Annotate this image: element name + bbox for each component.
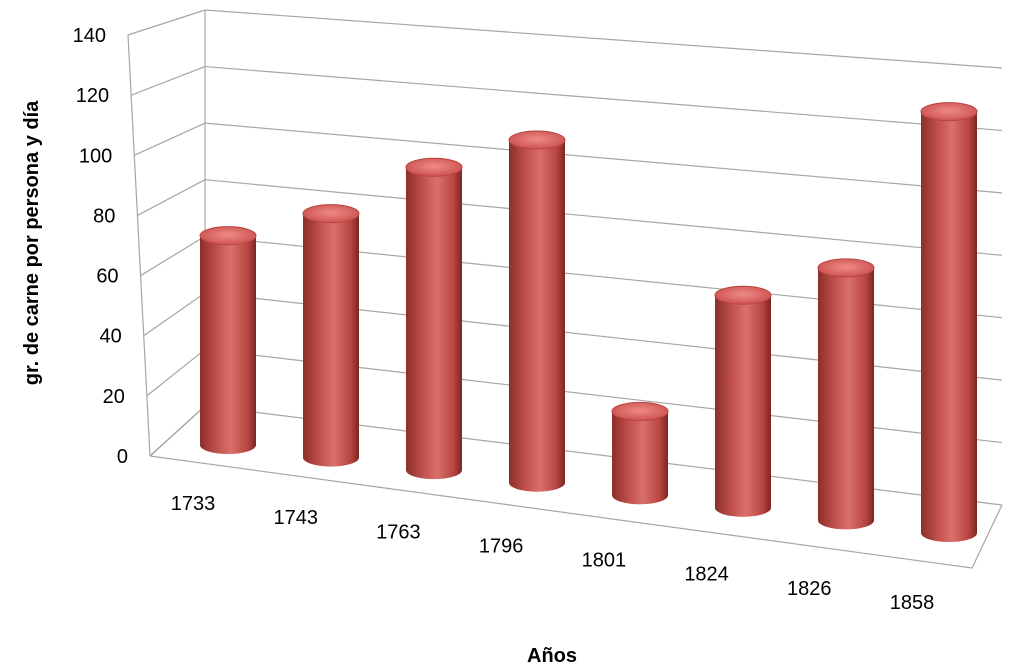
bar-body bbox=[818, 267, 874, 530]
bar bbox=[611, 401, 669, 505]
bar-body bbox=[509, 140, 565, 492]
x-tick-label: 1858 bbox=[890, 592, 935, 614]
bar bbox=[508, 130, 566, 492]
bar-top bbox=[199, 226, 257, 246]
y-tick-label: 40 bbox=[99, 326, 121, 348]
side-gridline bbox=[130, 66, 206, 96]
x-tick-label: 1743 bbox=[273, 507, 318, 529]
side-gridline bbox=[127, 9, 206, 36]
gridline bbox=[204, 9, 1003, 69]
bar-top bbox=[508, 130, 566, 150]
gridline bbox=[204, 122, 1003, 194]
y-tick-label: 0 bbox=[117, 446, 128, 468]
y-tick-label: 80 bbox=[93, 205, 115, 227]
y-tick-label: 60 bbox=[96, 266, 118, 288]
bars bbox=[199, 102, 978, 542]
bar bbox=[714, 285, 772, 517]
bar-body bbox=[921, 111, 977, 542]
floor-edge bbox=[149, 455, 1003, 569]
bar bbox=[199, 226, 257, 454]
y-tick-label: 140 bbox=[73, 25, 106, 47]
gridline bbox=[204, 65, 1003, 132]
side-gridline bbox=[134, 122, 206, 156]
y-axis-ticks: 0 20 40 60 80 100 120 140 bbox=[73, 25, 128, 468]
side-gridline bbox=[146, 348, 206, 397]
side-gridline bbox=[143, 292, 206, 337]
bar bbox=[920, 102, 978, 542]
side-gridline bbox=[140, 235, 206, 277]
x-axis-title: Años bbox=[527, 645, 577, 667]
bar-body bbox=[303, 213, 359, 467]
x-tick-label: 1763 bbox=[376, 521, 421, 543]
x-axis-ticks: 1733 1743 1763 1796 1801 1824 1826 1858 bbox=[171, 493, 935, 614]
x-tick-label: 1826 bbox=[787, 578, 832, 600]
bar-top bbox=[302, 204, 360, 224]
side-gridline bbox=[149, 405, 206, 457]
bar-top bbox=[817, 258, 875, 278]
y-tick-label: 20 bbox=[103, 386, 125, 408]
bar-body bbox=[406, 167, 462, 480]
bar-top bbox=[714, 285, 772, 305]
bar-body bbox=[612, 411, 668, 505]
bar-body bbox=[200, 235, 256, 454]
bar-body bbox=[715, 295, 771, 517]
x-tick-label: 1824 bbox=[684, 564, 729, 586]
y-axis-line bbox=[127, 34, 151, 457]
gridline bbox=[204, 179, 1003, 256]
y-tick-label: 100 bbox=[79, 145, 112, 167]
x-tick-label: 1801 bbox=[582, 550, 627, 572]
x-tick-label: 1733 bbox=[171, 493, 216, 515]
bar bbox=[405, 157, 463, 480]
bar-top bbox=[920, 102, 978, 122]
y-axis-title: gr. de carne por persona y día bbox=[21, 100, 43, 385]
y-tick-label: 120 bbox=[76, 85, 109, 107]
x-tick-label: 1796 bbox=[479, 535, 524, 557]
bar-top bbox=[611, 401, 669, 421]
bar-top bbox=[405, 157, 463, 177]
bar bbox=[302, 204, 360, 467]
bar bbox=[817, 258, 875, 530]
side-gridline bbox=[137, 179, 206, 216]
